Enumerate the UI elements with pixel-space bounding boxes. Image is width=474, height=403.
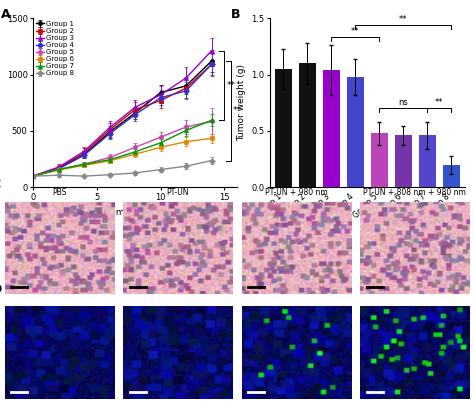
Legend: Group 1, Group 2, Group 3, Group 4, Group 5, Group 6, Group 7, Group 8: Group 1, Group 2, Group 3, Group 4, Grou…	[35, 19, 76, 78]
Text: PT-UN: PT-UN	[166, 188, 189, 197]
Text: **: **	[435, 98, 444, 107]
Bar	[419, 135, 436, 187]
Text: **: **	[227, 81, 236, 90]
Text: ns: ns	[399, 98, 408, 107]
Text: **: **	[399, 15, 408, 24]
Bar	[323, 70, 340, 187]
Text: PBS: PBS	[52, 188, 66, 197]
Bar	[299, 63, 316, 187]
Text: D: D	[0, 283, 2, 296]
Text: A: A	[0, 8, 10, 21]
Text: B: B	[231, 8, 241, 21]
Bar	[443, 165, 460, 187]
Bar	[371, 133, 388, 187]
Y-axis label: Tumor volume (mm³): Tumor volume (mm³)	[0, 55, 1, 150]
Text: PT-UN + 980 nm: PT-UN + 980 nm	[265, 188, 328, 197]
Text: **: **	[233, 106, 242, 115]
Text: C: C	[0, 178, 1, 191]
Bar	[346, 77, 364, 187]
Bar	[395, 135, 412, 187]
Text: PT-UN + 808 nm + 980 nm: PT-UN + 808 nm + 980 nm	[363, 188, 466, 197]
Text: **: **	[351, 27, 360, 36]
Bar	[275, 69, 292, 187]
Y-axis label: Tumor weight (g): Tumor weight (g)	[237, 64, 246, 141]
X-axis label: Time (days): Time (days)	[109, 208, 162, 216]
